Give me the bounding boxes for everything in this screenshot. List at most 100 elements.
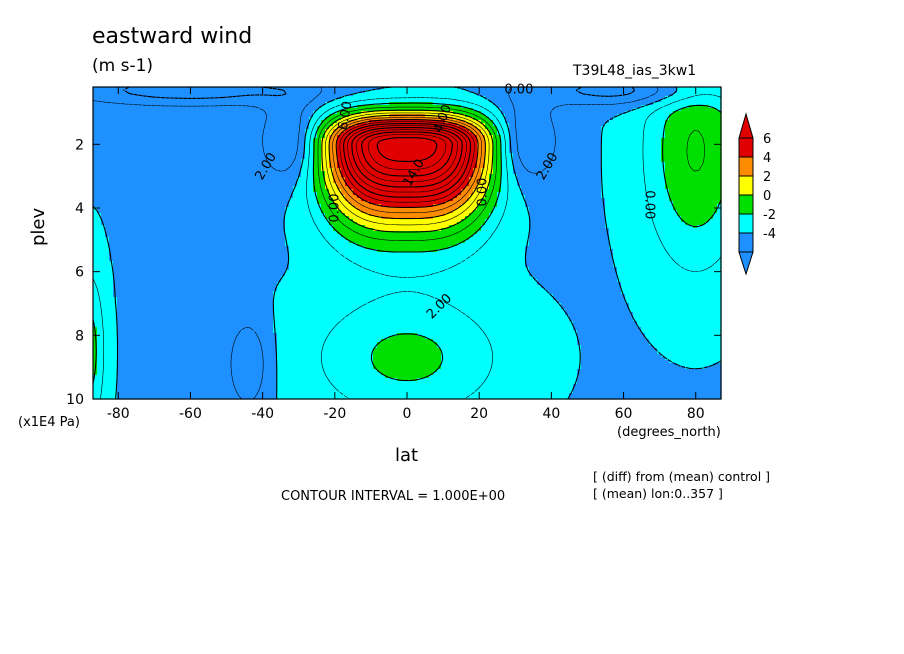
field-cell [109, 168, 114, 172]
field-cell [117, 153, 122, 157]
field-cell [109, 162, 114, 166]
field-cell [185, 381, 190, 385]
field-cell [189, 264, 194, 268]
field-cell [129, 306, 134, 310]
field-cell [109, 243, 114, 247]
field-cell [169, 240, 174, 244]
field-cell [169, 126, 174, 130]
field-cell [121, 87, 126, 91]
field-cell [125, 276, 130, 280]
field-cell [137, 372, 142, 376]
field-cell [193, 165, 198, 169]
field-cell [141, 219, 146, 223]
field-cell [145, 246, 150, 250]
field-cell [121, 258, 126, 262]
field-cell [145, 363, 150, 367]
field-cell [173, 384, 178, 388]
field-cell [117, 312, 122, 316]
field-cell [189, 228, 194, 232]
field-cell [109, 117, 114, 121]
field-cell [121, 165, 126, 169]
field-cell [105, 234, 110, 238]
field-cell [97, 111, 102, 115]
field-cell [133, 252, 138, 256]
field-cell [93, 384, 98, 388]
field-cell [181, 177, 186, 181]
field-cell [109, 171, 114, 175]
field-cell [157, 387, 162, 391]
field-cell [149, 297, 154, 301]
field-cell [165, 219, 170, 223]
field-cell [129, 381, 134, 385]
field-cell [97, 192, 102, 196]
field-cell [101, 204, 106, 208]
field-cell [117, 390, 122, 394]
field-cell [189, 282, 194, 286]
field-cell [97, 312, 102, 316]
field-cell [125, 93, 130, 97]
field-cell [97, 156, 102, 160]
field-cell [149, 339, 154, 343]
field-cell [149, 279, 154, 283]
field-cell [169, 345, 174, 349]
field-cell [157, 363, 162, 367]
field-cell [185, 192, 190, 196]
field-cell [173, 390, 178, 394]
field-cell [173, 261, 178, 265]
field-cell [153, 96, 158, 100]
field-cell [133, 135, 138, 139]
field-cell [189, 354, 194, 358]
field-cell [105, 375, 110, 379]
field-cell [117, 246, 122, 250]
field-cell [161, 363, 166, 367]
field-cell [169, 222, 174, 226]
field-cell [113, 255, 118, 259]
field-cell [165, 306, 170, 310]
field-cell [105, 396, 110, 400]
field-cell [161, 213, 166, 217]
field-cell [97, 228, 102, 232]
field-cell [141, 372, 146, 376]
field-cell [137, 333, 142, 337]
field-cell [133, 159, 138, 163]
field-cell [145, 342, 150, 346]
field-cell [129, 222, 134, 226]
field-cell [137, 123, 142, 127]
field-cell [121, 210, 126, 214]
field-cell [145, 105, 150, 109]
field-cell [117, 168, 122, 172]
field-cell [181, 372, 186, 376]
field-cell [101, 192, 106, 196]
field-cell [165, 135, 170, 139]
field-cell [101, 156, 106, 160]
field-cell [101, 144, 106, 148]
field-cell [113, 186, 118, 190]
field-cell [157, 246, 162, 250]
field-cell [105, 120, 110, 124]
field-cell [101, 201, 106, 205]
field-cell [93, 87, 98, 91]
field-cell [117, 135, 122, 139]
field-cell [105, 348, 110, 352]
field-cell [153, 354, 158, 358]
field-cell [185, 141, 190, 145]
field-cell [169, 234, 174, 238]
field-cell [109, 300, 114, 304]
field-cell [161, 348, 166, 352]
field-cell [153, 288, 158, 292]
field-cell [113, 150, 118, 154]
field-cell [161, 138, 166, 142]
field-cell [133, 264, 138, 268]
field-cell [173, 171, 178, 175]
field-cell [133, 285, 138, 289]
field-cell [161, 150, 166, 154]
field-cell [185, 321, 190, 325]
field-cell [129, 138, 134, 142]
field-cell [153, 102, 158, 106]
field-cell [137, 291, 142, 295]
field-cell [109, 273, 114, 277]
field-cell [133, 246, 138, 250]
field-cell [109, 297, 114, 301]
field-cell [177, 318, 182, 322]
field-cell [181, 291, 186, 295]
